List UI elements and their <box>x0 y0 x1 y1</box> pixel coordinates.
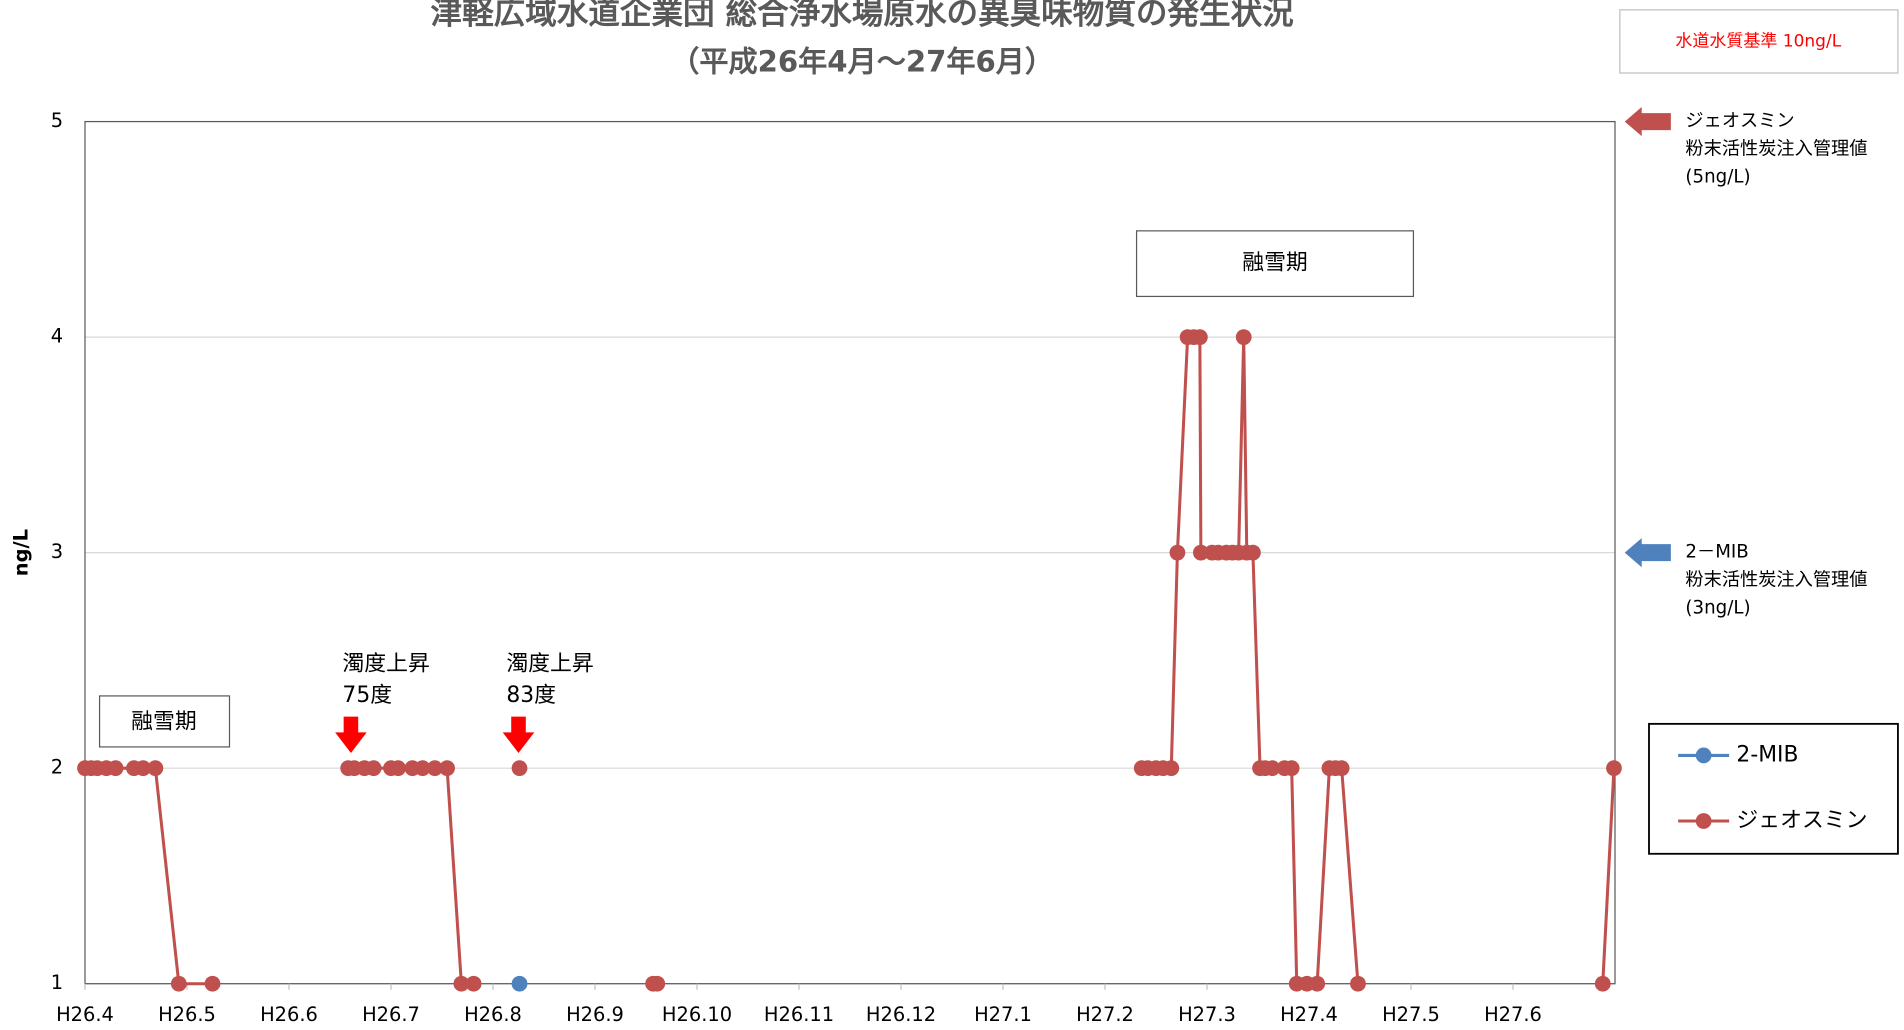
series-line <box>1141 335 1360 986</box>
data-point <box>365 760 382 777</box>
data-point <box>1191 329 1208 345</box>
data-point <box>511 975 528 992</box>
chart-title: 津軽広域水道企業団 総合浄水場原水の異臭味物質の発生状況 <box>431 0 1294 32</box>
data-point <box>465 975 482 992</box>
annotation-text: 濁度上昇 <box>506 651 593 676</box>
reference-label: 粉末活性炭注入管理値 <box>1685 139 1867 160</box>
data-point <box>439 760 455 777</box>
standard-note: 水道水質基準 10ng/L <box>1675 31 1841 51</box>
reference-label: 粉末活性炭注入管理値 <box>1685 570 1867 591</box>
standard-box <box>1619 9 1899 74</box>
y-tick-label: 4 <box>51 325 63 348</box>
data-point <box>453 975 470 992</box>
x-tick-label: H26.8 <box>464 1003 522 1026</box>
data-point <box>414 760 431 777</box>
x-tick-label: H26.6 <box>260 1003 318 1026</box>
data-point <box>1264 760 1281 777</box>
data-point <box>649 975 666 992</box>
annotation-arrow <box>502 716 535 753</box>
reference-label: (3ng/L) <box>1685 598 1750 619</box>
reference-arrow <box>1624 538 1671 568</box>
data-point <box>1350 975 1366 992</box>
data-point <box>1235 329 1252 345</box>
data-point <box>1283 760 1300 777</box>
data-point <box>426 760 443 777</box>
data-point <box>1333 760 1350 777</box>
legend-marker <box>1695 813 1712 829</box>
x-tick-label: H26.11 <box>764 1003 834 1026</box>
legend-label: ジェオスミン <box>1736 808 1867 833</box>
x-tick-label: H27.6 <box>1484 1003 1542 1026</box>
data-point <box>1606 760 1622 777</box>
data-point <box>1309 975 1326 992</box>
plot-frame <box>84 120 1616 985</box>
x-tick-label: H26.4 <box>56 1003 114 1026</box>
y-tick-label: 1 <box>51 971 63 994</box>
data-point <box>170 975 187 992</box>
legend-marker <box>1695 747 1712 764</box>
annotation-box <box>98 695 231 748</box>
series-line <box>1601 768 1616 984</box>
x-tick-label: H27.1 <box>974 1003 1032 1026</box>
reference-arrow <box>1624 107 1671 137</box>
data-point <box>1163 760 1180 777</box>
reference-label: (5ng/L) <box>1685 166 1750 187</box>
x-tick-label: H27.2 <box>1076 1003 1134 1026</box>
data-point <box>511 760 528 777</box>
data-point <box>135 760 152 777</box>
legend-label: 2-MIB <box>1736 742 1798 767</box>
data-point <box>390 760 407 777</box>
annotation-text: 83度 <box>506 683 556 708</box>
data-point <box>1192 544 1209 561</box>
annotation-text: 75度 <box>342 683 392 708</box>
series-line <box>85 766 213 986</box>
x-tick-label: H27.3 <box>1178 1003 1236 1026</box>
x-tick-label: H26.5 <box>158 1003 216 1026</box>
y-axis-label: ng/L <box>9 529 32 576</box>
x-tick-label: H26.10 <box>662 1003 732 1026</box>
x-tick-label: H26.12 <box>866 1003 936 1026</box>
x-tick-label: H26.9 <box>566 1003 624 1026</box>
annotation-box <box>1135 230 1415 298</box>
legend-box <box>1648 722 1899 855</box>
annotation-arrow <box>335 716 367 753</box>
y-tick-label: 3 <box>51 540 63 563</box>
data-point <box>1169 544 1186 561</box>
data-point <box>107 760 124 777</box>
x-tick-label: H26.7 <box>362 1003 420 1026</box>
data-point <box>1245 544 1261 561</box>
data-point <box>1594 975 1611 992</box>
y-tick-label: 5 <box>51 109 63 132</box>
x-tick-label: H27.5 <box>1382 1003 1440 1026</box>
annotation-text: 融雪期 <box>1242 251 1308 276</box>
reference-label: 2－MIB <box>1685 542 1748 563</box>
data-point <box>147 760 164 777</box>
data-point <box>204 975 221 992</box>
y-tick-label: 2 <box>51 756 63 779</box>
chart-subtitle: （平成26年4月～27年6月） <box>670 44 1054 78</box>
series-line <box>348 766 474 986</box>
annotation-text: 融雪期 <box>131 710 197 735</box>
annotation-text: 濁度上昇 <box>342 651 429 676</box>
x-tick-label: H27.4 <box>1280 1003 1338 1026</box>
reference-label: ジェオスミン <box>1685 111 1794 132</box>
